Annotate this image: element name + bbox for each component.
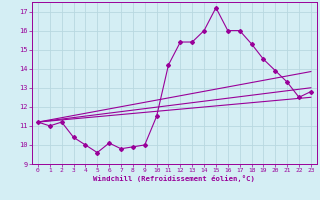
X-axis label: Windchill (Refroidissement éolien,°C): Windchill (Refroidissement éolien,°C) (93, 175, 255, 182)
